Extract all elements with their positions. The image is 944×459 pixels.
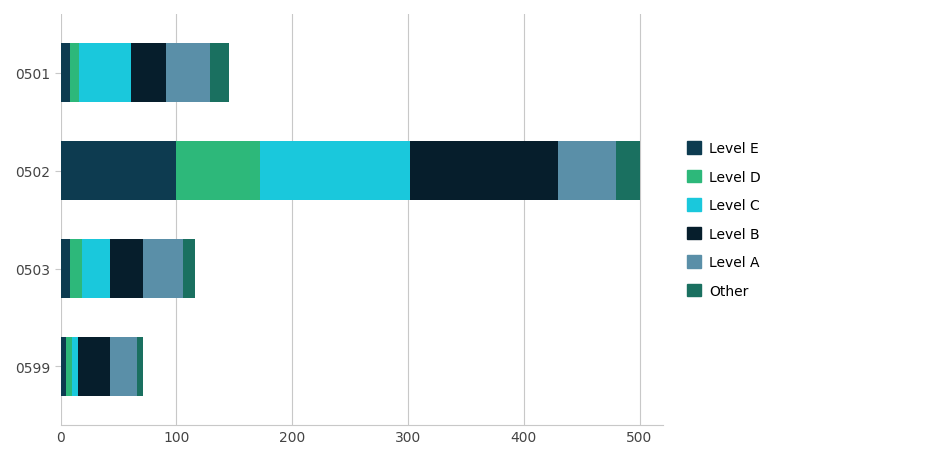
Bar (60, 142, 177, 201)
Bar (79, 44, 131, 103)
Bar (615, 142, 639, 201)
Bar (260, 142, 410, 201)
Bar (60, 337, 66, 396)
Bar (137, 337, 143, 396)
Bar (177, 142, 260, 201)
Bar (70, 240, 81, 298)
Bar (410, 142, 558, 201)
Bar (166, 44, 210, 103)
Bar (70, 44, 79, 103)
Bar (131, 44, 166, 103)
Bar (60, 240, 70, 298)
Bar (60, 44, 70, 103)
Bar (183, 240, 194, 298)
Bar (110, 240, 143, 298)
Bar (110, 337, 137, 396)
Bar (78, 337, 110, 396)
Bar (66, 337, 72, 396)
Bar (81, 240, 110, 298)
Bar (210, 44, 228, 103)
Legend: Level E, Level D, Level C, Level B, Level A, Other: Level E, Level D, Level C, Level B, Leve… (681, 136, 766, 304)
Bar (72, 337, 78, 396)
Bar (143, 240, 183, 298)
Bar (558, 142, 615, 201)
